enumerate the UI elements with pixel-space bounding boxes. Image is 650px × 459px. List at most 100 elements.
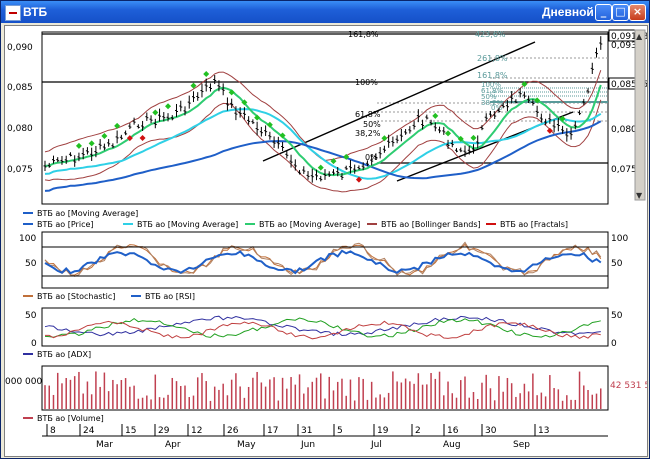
x-axis-month-label: Jul: [370, 440, 382, 450]
ma-long-line: [44, 120, 602, 192]
current-price-label-2: 0,08555: [611, 80, 647, 90]
title-bar[interactable]: ВТБ Дневной _ □ ×: [1, 1, 649, 23]
price-label-right-0: 0,093: [611, 41, 637, 51]
fractal-up-marker: [317, 164, 324, 171]
fractal-up-marker: [152, 109, 159, 116]
fractal-up-marker: [241, 99, 248, 106]
legend-item-ma-mid[interactable]: ВТБ ао [Moving Average]: [137, 220, 238, 229]
di-minus-line: [45, 320, 601, 340]
fractal-up-marker: [330, 158, 337, 165]
legend-item-bollinger[interactable]: ВТБ ао [Bollinger Bands]: [381, 220, 481, 229]
fractal-up-marker: [279, 132, 286, 139]
fib2-label-100: 100%: [481, 81, 501, 89]
legend-item-adx[interactable]: ВТБ ао [ADX]: [37, 350, 91, 359]
maximize-button[interactable]: □: [612, 4, 629, 21]
x-axis-month-label: Mar: [96, 440, 113, 450]
x-axis-month-label: Apr: [165, 440, 181, 450]
volume-label-left: 000 000: [5, 377, 42, 387]
x-axis-day-label: 17: [267, 426, 278, 436]
legend-item-rsi[interactable]: ВТБ ао [RSI]: [145, 292, 195, 301]
fib-label-1618: 161,8%: [348, 30, 379, 39]
close-icon: ×: [632, 5, 643, 18]
fib2-label-50: 50%: [481, 93, 497, 101]
x-axis-day-label: 19: [377, 426, 389, 436]
ma-mid-line: [44, 108, 602, 180]
window-title: ВТБ: [23, 5, 48, 19]
x-axis-day-label: 24: [83, 426, 95, 436]
legend-item-stochastic[interactable]: ВТБ ао [Stochastic]: [37, 292, 115, 301]
fractal-down-marker: [139, 134, 146, 141]
price-label-left-3: 0,075: [7, 165, 33, 175]
adx-panel-frame: [41, 307, 609, 347]
main-series: [43, 36, 603, 193]
legend-item-ma-short[interactable]: ВТБ ао [Moving Average]: [259, 220, 360, 229]
fractal-up-marker: [445, 130, 452, 137]
x-axis-day-label: 12: [191, 426, 202, 436]
fractal-up-marker: [534, 97, 541, 104]
fib2-label-4236: 423,6%: [475, 30, 506, 39]
x-axis-month-label: Sep: [513, 440, 530, 450]
fib2-label-0: 0%: [491, 104, 502, 112]
di-plus-line: [44, 317, 601, 338]
x-axis-day-label: 2: [415, 426, 421, 436]
chart-app-icon: [5, 5, 21, 21]
legend-item-volume[interactable]: ВТБ ао [Volume]: [37, 414, 104, 423]
scroll-up-icon[interactable]: ▲: [636, 32, 643, 41]
scroll-down-icon[interactable]: ▼: [636, 191, 643, 200]
fractal-up-marker: [457, 135, 464, 142]
timeframe-label[interactable]: Дневной: [542, 5, 594, 19]
fib2-label-618: 61,8%: [481, 87, 504, 95]
chart-area[interactable]: 0,090 0,085 0,080 0,075 0,093 0,080 0,07…: [4, 25, 648, 457]
close-button[interactable]: ×: [629, 4, 646, 21]
current-price-label: 0,09148: [611, 32, 647, 42]
fractal-up-marker: [228, 89, 235, 96]
fractal-up-marker: [254, 114, 261, 121]
vertical-scrollbar[interactable]: [634, 29, 646, 201]
legend-item-ma-long[interactable]: ВТБ ао [Moving Average]: [37, 209, 138, 218]
x-axis-day-label: 8: [50, 426, 56, 436]
price-label-left-0: 0,090: [7, 43, 33, 53]
price-label-left-1: 0,085: [7, 83, 33, 93]
volume-panel-frame: [41, 365, 609, 411]
fractal-up-marker: [266, 121, 273, 128]
main-legend: ВТБ ао [Moving Average] ВТБ ао [Price] В…: [23, 209, 568, 229]
legend-item-price[interactable]: ВТБ ао [Price]: [37, 220, 94, 229]
osc-label-right-100: 100: [611, 234, 628, 244]
x-axis-day-label: 31: [301, 426, 312, 436]
minimize-button[interactable]: _: [595, 4, 612, 21]
fractal-up-marker: [101, 132, 108, 139]
x-axis-day-label: 30: [485, 426, 497, 436]
chart-canvas[interactable]: 0,090 0,085 0,080 0,075 0,093 0,080 0,07…: [5, 26, 647, 456]
volume-series: [44, 371, 602, 409]
fib-label-0: 0%: [365, 153, 378, 162]
x-axis-day-label: 26: [227, 426, 239, 436]
fractal-down-marker: [355, 176, 362, 183]
fractal-up-marker: [203, 71, 210, 78]
osc-label-right-50: 50: [611, 259, 623, 269]
fib2-label-1618: 161,8%: [477, 71, 508, 80]
x-axis: [42, 424, 608, 454]
legend-item-fractals[interactable]: ВТБ ао [Fractals]: [500, 220, 568, 229]
fractal-up-marker: [432, 112, 439, 119]
x-axis-day-label: 16: [447, 426, 459, 436]
maximize-icon: □: [615, 5, 626, 18]
fractal-up-marker: [165, 103, 172, 110]
x-axis-day-label: 29: [158, 426, 170, 436]
ma-short-line: [44, 84, 602, 177]
x-axis-labels: 8 24 15 29 12 26 17 31 5 19 2 16 30 13 Mar Apr May Jun Jul…: [46, 424, 549, 450]
minimize-icon: _: [600, 5, 607, 18]
fractal-up-marker: [381, 135, 388, 142]
x-axis-day-label: 5: [337, 426, 343, 436]
adx-label-left-50: 50: [25, 311, 37, 321]
bollinger-lower-line: [44, 99, 602, 193]
fractal-up-marker: [75, 142, 82, 149]
osc-label-left-100: 100: [19, 234, 36, 244]
rsi-line: [44, 249, 602, 275]
fib2-label-2618: 261,8%: [477, 54, 508, 63]
x-axis-month-label: May: [237, 440, 256, 450]
volume-label-right: 42 531 593: [610, 381, 647, 391]
fractal-up-marker: [88, 140, 95, 147]
fib2-label-382: 38,2%: [481, 99, 504, 107]
fractal-up-marker: [521, 81, 528, 88]
adx-label-left-0: 0: [31, 339, 37, 349]
